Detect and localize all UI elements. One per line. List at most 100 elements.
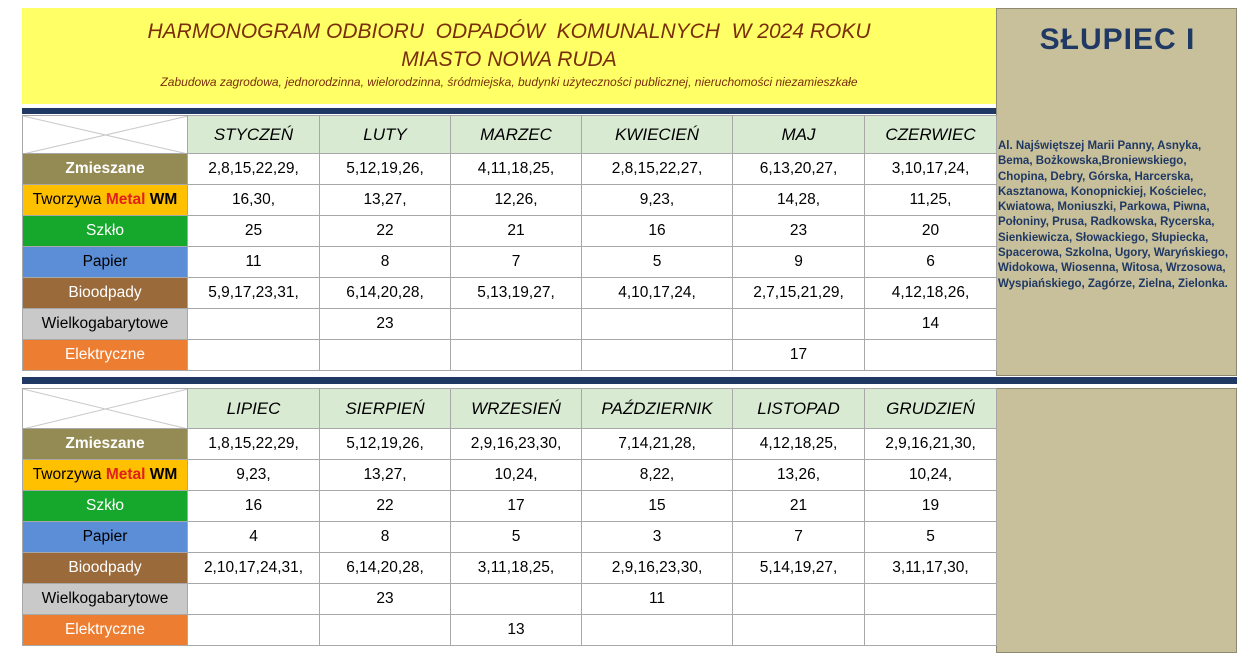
- date-cell: [581, 614, 733, 646]
- month-header: SIERPIEŃ: [319, 388, 451, 429]
- date-cell: 4,12,18,25,: [732, 428, 865, 460]
- header-banner: HARMONOGRAM ODBIORU ODPADÓW KOMUNALNYCH …: [22, 8, 996, 104]
- date-cell: [319, 614, 451, 646]
- date-cell: 6,14,20,28,: [319, 552, 451, 584]
- area-streets: Al. Najświętszej Marii Panny, Asnyka, Be…: [998, 140, 1229, 290]
- date-cell: 11,25,: [864, 184, 997, 216]
- date-cell: 21: [450, 215, 582, 247]
- date-cell: 2,8,15,22,29,: [187, 153, 320, 185]
- date-cell: 20: [864, 215, 997, 247]
- date-cell: 2,7,15,21,29,: [732, 277, 865, 309]
- date-cell: 5: [864, 521, 997, 553]
- category-papier: Papier: [22, 521, 188, 553]
- row-bioodpady: Bioodpady 5,9,17,23,31, 6,14,20,28, 5,13…: [22, 277, 997, 309]
- category-elektryczne: Elektryczne: [22, 339, 188, 371]
- category-wm-label: WM: [149, 466, 178, 483]
- month-header: PAŹDZIERNIK: [581, 388, 733, 429]
- date-cell: 2,10,17,24,31,: [187, 552, 320, 584]
- date-cell: 13,27,: [319, 184, 451, 216]
- row-elektryczne: Elektryczne 13: [22, 614, 997, 646]
- category-tworzywa-label: Tworzywa: [32, 191, 102, 208]
- date-cell: 5,12,19,26,: [319, 153, 451, 185]
- category-bioodpady: Bioodpady: [22, 552, 188, 584]
- category-wm-label: WM: [149, 191, 178, 208]
- date-cell: 3,11,17,30,: [864, 552, 997, 584]
- category-szklo: Szkło: [22, 490, 188, 522]
- page-title: HARMONOGRAM ODBIORU ODPADÓW KOMUNALNYCH …: [147, 20, 871, 43]
- date-cell: [581, 339, 733, 371]
- date-cell: 17: [732, 339, 865, 371]
- area-panel: SŁUPIEC I Al. Najświętszej Marii Panny, …: [996, 8, 1237, 376]
- date-cell: [187, 339, 320, 371]
- date-cell: 23: [319, 308, 451, 340]
- month-header: GRUDZIEŃ: [864, 388, 997, 429]
- date-cell: 13,27,: [319, 459, 451, 491]
- date-cell: [187, 308, 320, 340]
- date-cell: 4: [187, 521, 320, 553]
- row-bioodpady: Bioodpady 2,10,17,24,31, 6,14,20,28, 3,1…: [22, 552, 997, 584]
- date-cell: 6,13,20,27,: [732, 153, 865, 185]
- date-cell: 7: [732, 521, 865, 553]
- page-title-city: MIASTO NOWA RUDA: [401, 48, 617, 71]
- category-metal-label: Metal: [105, 191, 146, 208]
- corner-cell: [22, 388, 188, 429]
- date-cell: [732, 583, 865, 615]
- date-cell: 3,11,18,25,: [450, 552, 582, 584]
- category-tworzywa: Tworzywa Metal WM: [22, 459, 188, 491]
- date-cell: 17: [450, 490, 582, 522]
- date-cell: 2,8,15,22,27,: [581, 153, 733, 185]
- date-cell: [864, 339, 997, 371]
- row-zmieszane: Zmieszane 1,8,15,22,29, 5,12,19,26, 2,9,…: [22, 428, 997, 460]
- schedule-table-jan-jun: STYCZEŃ LUTY MARZEC KWIECIEŃ MAJ CZERWIE…: [22, 115, 997, 371]
- date-cell: 6: [864, 246, 997, 278]
- category-elektryczne: Elektryczne: [22, 614, 188, 646]
- date-cell: 3,10,17,24,: [864, 153, 997, 185]
- category-szklo: Szkło: [22, 215, 188, 247]
- date-cell: 5,14,19,27,: [732, 552, 865, 584]
- divider-top: [22, 108, 1237, 114]
- row-szklo: Szkło 16 22 17 15 21 19: [22, 490, 997, 522]
- date-cell: 5: [581, 246, 733, 278]
- month-header: MARZEC: [450, 115, 582, 154]
- month-header: LUTY: [319, 115, 451, 154]
- date-cell: 2,9,16,23,30,: [581, 552, 733, 584]
- corner-cross-icon: [23, 389, 187, 428]
- category-papier: Papier: [22, 246, 188, 278]
- date-cell: [319, 339, 451, 371]
- date-cell: 16,30,: [187, 184, 320, 216]
- date-cell: [864, 614, 997, 646]
- date-cell: 19: [864, 490, 997, 522]
- month-header: LISTOPAD: [732, 388, 865, 429]
- date-cell: [581, 308, 733, 340]
- date-cell: 9: [732, 246, 865, 278]
- category-zmieszane: Zmieszane: [22, 428, 188, 460]
- row-wielkogabarytowe: Wielkogabarytowe 23 14: [22, 308, 997, 340]
- category-tworzywa-label: Tworzywa: [32, 466, 102, 483]
- category-wielkogabarytowe: Wielkogabarytowe: [22, 308, 188, 340]
- row-szklo: Szkło 25 22 21 16 23 20: [22, 215, 997, 247]
- date-cell: 5: [450, 521, 582, 553]
- date-cell: [450, 583, 582, 615]
- row-papier: Papier 4 8 5 3 7 5: [22, 521, 997, 553]
- date-cell: 6,14,20,28,: [319, 277, 451, 309]
- date-cell: 14,28,: [732, 184, 865, 216]
- month-header: CZERWIEC: [864, 115, 997, 154]
- category-metal-label: Metal: [105, 466, 146, 483]
- date-cell: [450, 308, 582, 340]
- category-zmieszane: Zmieszane: [22, 153, 188, 185]
- date-cell: 10,24,: [450, 459, 582, 491]
- month-header: WRZESIEŃ: [450, 388, 582, 429]
- date-cell: 13,26,: [732, 459, 865, 491]
- date-cell: 2,9,16,23,30,: [450, 428, 582, 460]
- row-tworzywa: Tworzywa Metal WM 9,23, 13,27, 10,24, 8,…: [22, 459, 997, 491]
- date-cell: 5,9,17,23,31,: [187, 277, 320, 309]
- date-cell: 5,13,19,27,: [450, 277, 582, 309]
- area-name: SŁUPIEC I: [1039, 23, 1196, 56]
- date-cell: 11: [581, 583, 733, 615]
- date-cell: 5,12,19,26,: [319, 428, 451, 460]
- row-zmieszane: Zmieszane 2,8,15,22,29, 5,12,19,26, 4,11…: [22, 153, 997, 185]
- date-cell: 7,14,21,28,: [581, 428, 733, 460]
- category-wielkogabarytowe: Wielkogabarytowe: [22, 583, 188, 615]
- date-cell: [864, 583, 997, 615]
- date-cell: 25: [187, 215, 320, 247]
